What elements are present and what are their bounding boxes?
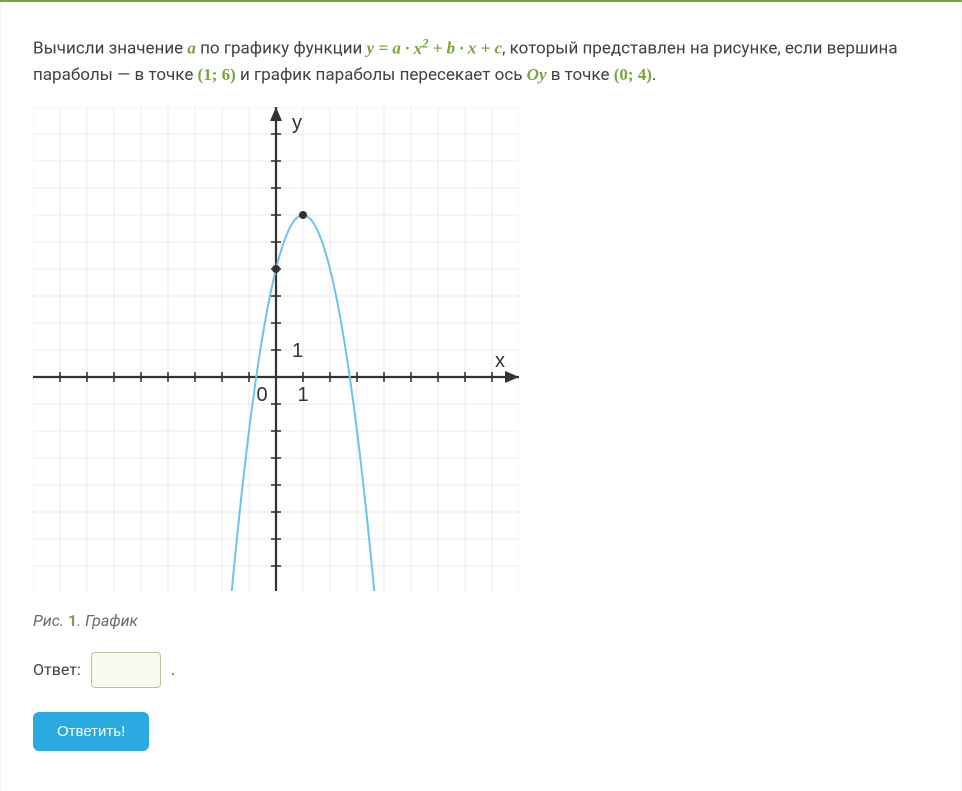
eq-y: y <box>367 39 375 58</box>
eq-b: b <box>447 39 456 58</box>
submit-button[interactable]: Ответить! <box>33 712 149 751</box>
eq-c: c <box>495 39 503 58</box>
chart-container: y x 0 1 1 <box>33 107 929 595</box>
svg-text:1: 1 <box>292 340 303 362</box>
text-segment: в точке <box>551 65 614 85</box>
svg-text:x: x <box>495 350 505 372</box>
eq-a: a <box>392 39 401 58</box>
answer-label: Ответ: <box>33 660 81 679</box>
eq-x: x <box>468 39 477 58</box>
problem-statement: Вычисли значение a по графику функции y … <box>33 34 929 89</box>
text-segment: по графику функции <box>200 39 366 59</box>
svg-text:y: y <box>292 112 302 134</box>
figure-caption: Рис. 1. График <box>33 611 929 630</box>
math-vertex: (1; 6) <box>198 65 236 84</box>
answer-period: . <box>171 660 175 679</box>
caption-number: 1 <box>68 611 77 630</box>
svg-text:0: 0 <box>256 384 267 406</box>
content-panel: Вычисли значение a по графику функции y … <box>1 2 961 791</box>
text-segment: и график параболы пересекает ось <box>240 65 527 85</box>
math-axis-oy: Oy <box>527 65 547 84</box>
text-segment: Вычисли значение <box>33 39 187 59</box>
text-segment: . <box>652 65 656 85</box>
svg-text:1: 1 <box>297 384 308 406</box>
math-intercept: (0; 4) <box>614 65 652 84</box>
eq-x2: x2 <box>414 39 429 58</box>
math-var-a: a <box>187 39 196 58</box>
answer-input[interactable] <box>91 652 161 688</box>
caption-prefix: Рис. <box>33 611 68 630</box>
caption-suffix: . График <box>77 611 138 630</box>
math-equation: y = a · x2 + b · x + c <box>367 39 503 58</box>
parabola-chart: y x 0 1 1 <box>33 107 519 591</box>
answer-row: Ответ: . <box>33 652 929 688</box>
